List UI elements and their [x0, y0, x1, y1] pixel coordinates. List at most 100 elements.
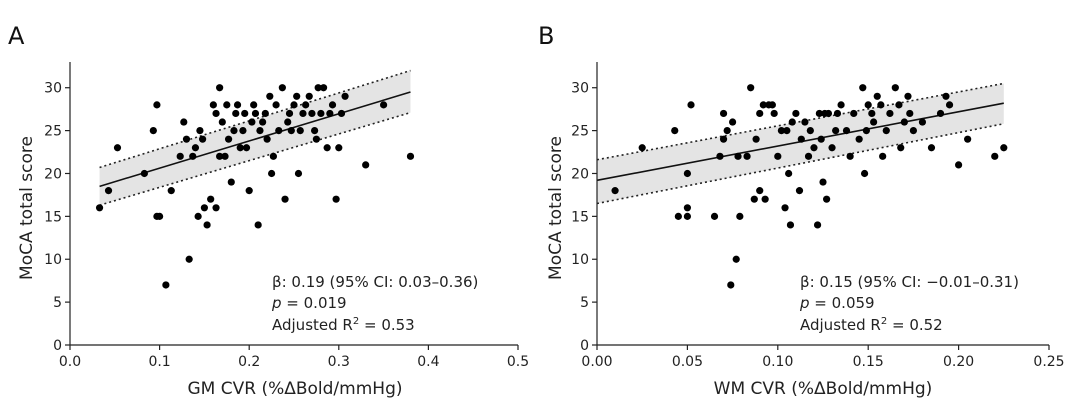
y-tick-label-b: 0 — [580, 338, 589, 354]
data-point-b — [687, 101, 695, 109]
data-point-a — [156, 212, 164, 220]
data-point-b — [750, 195, 758, 203]
data-point-b — [955, 161, 963, 169]
data-point-b — [785, 169, 793, 178]
data-point-a — [261, 109, 269, 118]
data-point-b — [909, 127, 918, 135]
x-tick-label-b: 0.25 — [1033, 354, 1064, 370]
beta-stat-a: β: 0.19 (95% CI: 0.03–0.36) — [272, 273, 478, 291]
confidence-band-a — [99, 70, 411, 206]
x-axis-label-a: GM CVR (%ΔBold/mmHg) — [187, 379, 402, 399]
panel-letter-b: B — [538, 22, 554, 50]
x-tick-label-a: 0.5 — [507, 354, 529, 370]
data-point-b — [877, 101, 885, 109]
data-point-a — [272, 101, 280, 109]
data-point-b — [743, 152, 751, 160]
data-point-b — [864, 101, 872, 109]
ci-lower-line-b — [596, 122, 1004, 205]
data-point-b — [671, 127, 679, 135]
data-point-b — [806, 127, 814, 135]
data-point-b — [936, 109, 945, 118]
y-tick-label-a: 25 — [44, 124, 62, 140]
data-point-b — [792, 109, 800, 118]
data-point-a — [140, 169, 148, 178]
data-point-a — [293, 92, 301, 100]
x-tick-label-b: 0.20 — [943, 354, 974, 370]
x-tick-label-b: 0.05 — [672, 354, 703, 370]
data-point-b — [817, 135, 825, 143]
y-tick-label-b: 25 — [571, 124, 589, 140]
data-point-b — [732, 255, 740, 263]
data-point-b — [727, 281, 735, 289]
data-point-b — [828, 144, 836, 152]
data-point-b — [777, 127, 786, 135]
data-point-b — [859, 84, 867, 92]
data-point-a — [406, 152, 415, 160]
data-point-a — [191, 144, 200, 152]
data-point-b — [819, 178, 827, 186]
data-point-a — [380, 101, 388, 109]
data-point-b — [862, 127, 870, 135]
panel-a: A MoCA total score GM CVR (%ΔBold/mmHg) … — [8, 22, 529, 399]
data-point-a — [153, 101, 161, 109]
ci-lower-line-a — [99, 111, 411, 206]
p-value-b: = 0.059 — [810, 294, 875, 312]
data-point-b — [786, 221, 795, 229]
data-point-b — [756, 187, 764, 195]
data-point-a — [230, 127, 238, 135]
data-point-b — [927, 144, 936, 152]
data-point-a — [242, 144, 251, 152]
ci-upper-line-b — [596, 82, 1004, 161]
data-point-b — [710, 212, 719, 220]
data-point-a — [256, 127, 264, 135]
data-point-a — [299, 109, 307, 118]
p-value-a: = 0.019 — [282, 294, 347, 312]
data-point-b — [788, 118, 796, 126]
data-point-a — [241, 109, 249, 118]
p-value-stat-a: p = 0.019 — [271, 294, 347, 312]
y-tick-label-a: 10 — [44, 252, 62, 268]
data-point-b — [964, 135, 972, 143]
data-point-a — [233, 101, 242, 109]
data-point-b — [801, 118, 809, 126]
data-point-a — [284, 118, 292, 126]
data-point-a — [335, 144, 343, 152]
r2-stat-a: Adjusted R2 = 0.53 — [272, 316, 415, 334]
data-point-b — [868, 109, 876, 118]
data-point-a — [278, 84, 286, 92]
y-axis-label-b: MoCA total score — [546, 136, 566, 280]
data-point-a — [326, 109, 334, 118]
data-point-b — [752, 135, 760, 143]
x-tick-label-b: 0.00 — [581, 354, 612, 370]
data-point-a — [248, 118, 256, 126]
x-tick-label-a: 0.1 — [148, 354, 170, 370]
y-tick-label-a: 5 — [53, 295, 62, 311]
beta-stat-b: β: 0.15 (95% CI: −0.01–0.31) — [800, 273, 1019, 291]
data-point-b — [991, 152, 999, 160]
plot-area-b: 0.00 0.05 0.10 0.15 0.20 0.25 0 5 10 15 20 25 30 — [571, 62, 1065, 370]
y-tick-label-a: 0 — [53, 338, 62, 354]
data-point-a — [263, 135, 271, 143]
data-point-b — [716, 152, 724, 160]
p-symbol-a: p — [271, 294, 282, 312]
data-point-b — [795, 187, 804, 195]
data-point-b — [942, 92, 950, 100]
data-point-b — [918, 118, 927, 126]
r2-prefix-a: Adjusted R — [272, 316, 353, 334]
data-point-a — [285, 109, 294, 118]
data-point-b — [813, 221, 822, 229]
data-point-a — [207, 195, 215, 203]
data-point-b — [897, 144, 905, 152]
data-point-b — [824, 109, 833, 118]
data-point-a — [287, 127, 295, 135]
data-point-a — [216, 84, 224, 92]
data-point-b — [723, 127, 731, 135]
data-point-a — [275, 127, 283, 135]
data-point-b — [683, 169, 692, 178]
data-point-a — [189, 152, 197, 160]
data-point-a — [332, 195, 340, 203]
r2-sup-a: 2 — [353, 316, 359, 327]
data-point-a — [224, 135, 233, 143]
data-point-b — [638, 144, 646, 152]
data-point-b — [906, 109, 914, 118]
